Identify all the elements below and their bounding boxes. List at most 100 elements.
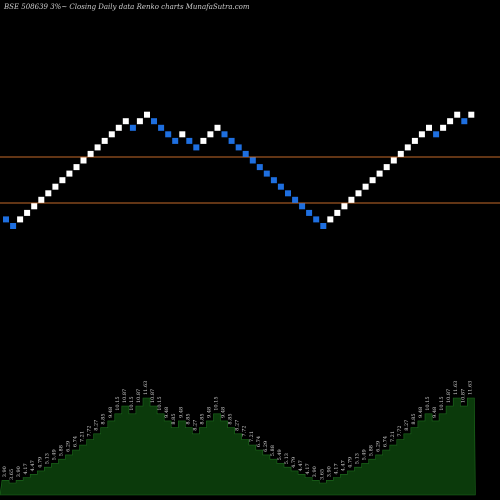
- brick-value-label: 5.88: [270, 445, 276, 456]
- brick-value-label: 10.15: [157, 396, 163, 410]
- brick-up: [383, 164, 390, 171]
- chart-title: BSE 508639 3%~ Closing Daily data Renko …: [4, 3, 250, 11]
- brick-up: [426, 124, 432, 131]
- brick-down: [172, 137, 179, 144]
- brick-value-label: 5.49: [51, 449, 57, 460]
- brick-value-label: 6.29: [263, 441, 269, 452]
- brick-up: [24, 209, 31, 216]
- brick-down: [313, 216, 320, 223]
- brick-value-label: 8.27: [94, 420, 100, 431]
- brick-down: [320, 223, 327, 229]
- brick-value-label: 6.74: [383, 436, 389, 447]
- brick-value-label: 7.72: [242, 425, 248, 436]
- brick-down: [193, 144, 200, 151]
- brick-value-label: 7.21: [390, 431, 396, 442]
- brick-up: [404, 144, 411, 151]
- brick-up: [411, 137, 418, 144]
- brick-value-label: 9.48: [206, 407, 212, 418]
- brick-up: [207, 131, 214, 138]
- brick-value-label: 9.48: [221, 407, 227, 418]
- brick-value-label: 5.13: [284, 453, 290, 464]
- brick-up: [66, 170, 73, 177]
- brick-value-label: 10.87: [136, 389, 142, 403]
- brick-value-label: 7.21: [249, 431, 255, 442]
- brick-value-label: 3.65: [319, 469, 325, 480]
- brick-value-label: 5.49: [277, 449, 283, 460]
- brick-up: [94, 144, 101, 151]
- brick-value-label: 8.85: [185, 413, 191, 424]
- brick-up: [341, 203, 348, 210]
- brick-down: [285, 190, 291, 197]
- brick-value-label: 5.13: [355, 453, 361, 464]
- value-area: [0, 397, 476, 496]
- brick-value-label: 8.85: [411, 413, 417, 424]
- brick-value-label: 9.48: [418, 407, 424, 418]
- brick-up: [144, 111, 150, 118]
- brick-value-label: 10.15: [115, 396, 121, 410]
- brick-value-label: 10.87: [446, 389, 452, 403]
- brick-value-label: 6.29: [376, 441, 382, 452]
- brick-up: [447, 118, 454, 125]
- brick-value-label: 9.48: [108, 407, 114, 418]
- brick-value-label: 3.90: [2, 466, 8, 477]
- brick-value-label: 3.90: [312, 466, 318, 477]
- bricks: [3, 111, 475, 229]
- brick-value-label: 5.49: [362, 449, 368, 460]
- brick-value-label: 10.15: [439, 396, 445, 410]
- brick-down: [249, 157, 256, 164]
- brick-value-label: 10.87: [150, 389, 156, 403]
- brick-value-label: 3.90: [16, 466, 22, 477]
- brick-value-label: 8.27: [235, 420, 241, 431]
- brick-value-label: 7.72: [87, 425, 93, 436]
- brick-value-label: 3.90: [326, 466, 332, 477]
- brick-value-label: 10.15: [129, 396, 135, 410]
- brick-up: [38, 196, 45, 203]
- brick-value-label: 9.48: [178, 407, 184, 418]
- brick-up: [454, 111, 461, 118]
- brick-down: [165, 131, 172, 138]
- brick-value-label: 8.27: [192, 420, 198, 431]
- brick-value-label: 8.85: [101, 413, 107, 424]
- brick-up: [52, 183, 59, 190]
- brick-up: [136, 118, 143, 125]
- brick-up: [327, 216, 334, 223]
- brick-down: [151, 118, 157, 125]
- brick-value-label: 9.48: [164, 407, 170, 418]
- brick-value-label: 4.17: [23, 463, 29, 474]
- brick-value-label: 8.85: [199, 413, 205, 424]
- brick-up: [397, 150, 404, 157]
- brick-down: [3, 216, 9, 223]
- brick-value-label: 5.13: [44, 453, 50, 464]
- brick-value-label: 6.74: [256, 436, 262, 447]
- brick-up: [179, 131, 186, 138]
- brick-value-label: 10.87: [122, 389, 128, 403]
- brick-value-label: 8.85: [228, 413, 234, 424]
- brick-up: [369, 177, 376, 184]
- brick-value-label: 6.74: [73, 436, 79, 447]
- brick-down: [10, 223, 17, 229]
- brick-value-label: 11.63: [467, 381, 473, 395]
- brick-value-label: 6.29: [65, 441, 71, 452]
- brick-up: [115, 124, 122, 131]
- brick-up: [122, 118, 129, 125]
- brick-up: [73, 164, 80, 171]
- brick-value-label: 7.72: [397, 425, 403, 436]
- brick-value-label: 10.87: [460, 389, 466, 403]
- brick-value-label: 4.47: [340, 460, 346, 471]
- brick-value-label: 11.63: [143, 381, 149, 395]
- brick-up: [87, 150, 94, 157]
- brick-value-label: 4.47: [298, 460, 304, 471]
- brick-value-label: 4.79: [291, 457, 297, 468]
- brick-up: [376, 170, 383, 177]
- brick-up: [214, 124, 221, 131]
- reference-lines: [0, 156, 500, 204]
- brick-value-label: 9.48: [432, 407, 438, 418]
- brick-value-label: 3.65: [9, 469, 15, 480]
- brick-up: [348, 196, 355, 203]
- brick-value-label: 4.79: [347, 457, 353, 468]
- brick-up: [17, 216, 24, 223]
- brick-down: [461, 118, 468, 125]
- brick-up: [45, 190, 52, 197]
- brick-up: [362, 183, 369, 190]
- brick-down: [235, 144, 242, 151]
